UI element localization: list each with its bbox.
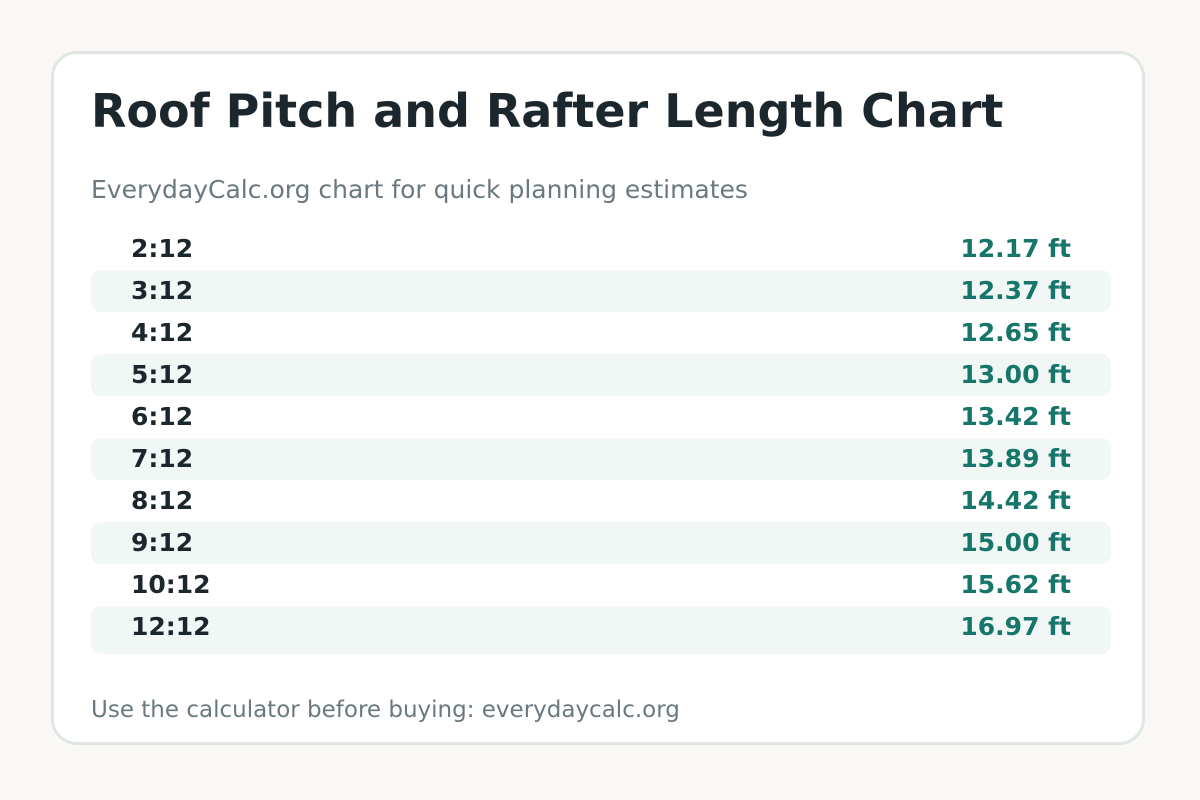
table-row: 7:12 13.89 ft [91,438,1111,480]
pitch-cell: 2:12 [131,234,194,263]
length-cell: 13.89 ft [960,444,1071,473]
footer-note: Use the calculator before buying: everyd… [91,697,680,723]
table-row: 10:12 15.62 ft [91,564,1111,606]
pitch-cell: 3:12 [131,276,194,305]
pitch-cell: 6:12 [131,402,194,431]
page-title: Roof Pitch and Rafter Length Chart [91,84,1004,138]
pitch-cell: 12:12 [131,612,211,641]
table-row: 8:12 14.42 ft [91,480,1111,522]
table-row: 2:12 12.17 ft [91,228,1111,270]
pitch-cell: 7:12 [131,444,194,473]
pitch-cell: 10:12 [131,570,211,599]
table-row: 4:12 12.65 ft [91,312,1111,354]
rafter-table: 2:12 12.17 ft 3:12 12.37 ft 4:12 12.65 f… [91,228,1111,654]
length-cell: 12.37 ft [960,276,1071,305]
page-subtitle: EverydayCalc.org chart for quick plannin… [91,175,748,204]
length-cell: 15.62 ft [960,570,1071,599]
pitch-cell: 8:12 [131,486,194,515]
length-cell: 12.17 ft [960,234,1071,263]
table-row: 9:12 15.00 ft [91,522,1111,564]
pitch-cell: 5:12 [131,360,194,389]
pitch-cell: 4:12 [131,318,194,347]
length-cell: 16.97 ft [960,612,1071,641]
length-cell: 14.42 ft [960,486,1071,515]
table-row: 6:12 13.42 ft [91,396,1111,438]
table-row: 12:12 16.97 ft [91,606,1111,654]
table-row: 3:12 12.37 ft [91,270,1111,312]
length-cell: 12.65 ft [960,318,1071,347]
length-cell: 15.00 ft [960,528,1071,557]
length-cell: 13.42 ft [960,402,1071,431]
chart-card: Roof Pitch and Rafter Length Chart Every… [51,51,1145,745]
table-row: 5:12 13.00 ft [91,354,1111,396]
pitch-cell: 9:12 [131,528,194,557]
length-cell: 13.00 ft [960,360,1071,389]
